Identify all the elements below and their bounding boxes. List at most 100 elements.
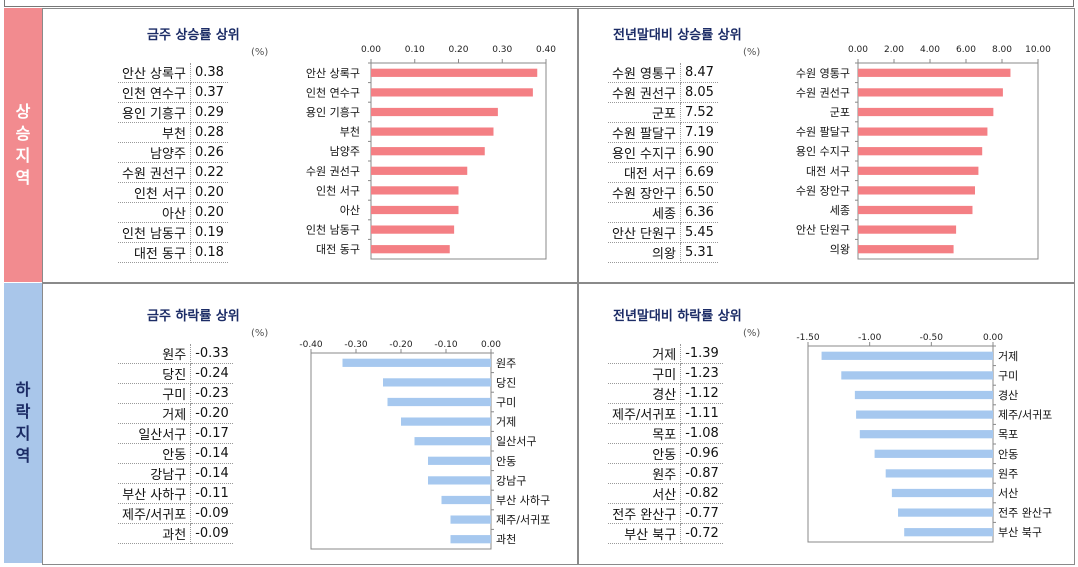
region-value: 6.90 xyxy=(680,142,718,163)
x-tick-label: 8.00 xyxy=(992,45,1012,55)
category-label: 세종 xyxy=(830,204,850,217)
table-row: 전주 완산구 -0.77 xyxy=(608,503,723,524)
table-row: 용인 기흥구 0.29 xyxy=(118,102,228,123)
bar xyxy=(858,147,983,156)
region-value: 0.28 xyxy=(190,122,228,143)
section-char: 역 xyxy=(15,168,31,187)
table-row: 아산 0.20 xyxy=(118,202,228,223)
region-name: 전주 완산구 xyxy=(608,503,682,524)
table-row: 서산 -0.82 xyxy=(608,483,723,504)
region-name: 과천 xyxy=(118,523,192,544)
section-label-rising: 상 승 지 역 xyxy=(4,8,42,282)
table-row: 인천 연수구 0.37 xyxy=(118,82,228,103)
category-label: 안동 xyxy=(496,455,516,468)
bar xyxy=(856,410,993,419)
region-value: -0.09 xyxy=(190,503,233,524)
bar xyxy=(371,186,459,195)
region-name: 대전 서구 xyxy=(608,162,681,183)
region-value: -0.14 xyxy=(190,463,233,484)
region-name: 의왕 xyxy=(608,242,681,263)
x-tick-label: 0.00 xyxy=(848,45,868,55)
table-row: 안동 -0.14 xyxy=(118,443,233,464)
category-label: 거제 xyxy=(496,416,516,429)
category-label: 의왕 xyxy=(830,243,850,256)
bar xyxy=(898,508,993,517)
bar xyxy=(841,371,993,380)
table-row: 부천 0.28 xyxy=(118,122,228,143)
bar xyxy=(383,378,491,387)
x-tick-label: 0.40 xyxy=(536,45,556,55)
region-name: 안산 단원구 xyxy=(608,222,681,243)
bar xyxy=(371,166,468,175)
table-row: 군포 7.52 xyxy=(608,102,718,123)
region-name: 부산 북구 xyxy=(608,523,682,544)
region-value: 0.37 xyxy=(190,82,228,103)
region-name: 대전 동구 xyxy=(118,242,191,263)
bar xyxy=(858,225,957,234)
table-row: 경산 -1.12 xyxy=(608,383,723,404)
unit-label: (%) xyxy=(743,47,761,58)
table-row: 부산 북구 -0.72 xyxy=(608,523,723,544)
table-row: 안동 -0.96 xyxy=(608,443,723,464)
bar xyxy=(858,205,973,215)
region-value: 6.36 xyxy=(680,202,718,223)
category-label: 안산 상록구 xyxy=(306,67,360,80)
x-tick-label: -0.20 xyxy=(389,340,413,350)
bar xyxy=(450,535,491,544)
x-tick-label: 0.00 xyxy=(983,333,1003,343)
bar xyxy=(854,390,993,400)
table-row: 수원 팔달구 7.19 xyxy=(608,122,718,143)
x-tick-label: 10.00 xyxy=(1025,45,1051,55)
bar xyxy=(858,88,1003,97)
table-row: 제주/서귀포 -1.11 xyxy=(608,403,723,424)
bar xyxy=(858,245,954,254)
region-value: -0.82 xyxy=(680,483,723,504)
region-name: 인천 연수구 xyxy=(118,82,191,103)
region-value: -0.14 xyxy=(190,443,233,464)
table-row: 목포 -1.08 xyxy=(608,423,723,444)
category-label: 남양주 xyxy=(330,145,360,158)
region-name: 목포 xyxy=(608,423,682,444)
region-name: 수원 팔달구 xyxy=(608,122,681,143)
category-label: 수원 영통구 xyxy=(796,67,850,80)
region-name: 아산 xyxy=(118,202,191,223)
region-name: 인천 남동구 xyxy=(118,222,191,243)
table-row: 인천 서구 0.20 xyxy=(118,182,228,203)
category-label: 당진 xyxy=(496,376,516,389)
category-label: 부산 북구 xyxy=(998,526,1042,539)
region-name: 원주 xyxy=(118,344,192,364)
bar xyxy=(371,205,459,215)
region-value: 6.50 xyxy=(680,182,718,203)
bar xyxy=(859,430,993,439)
region-name: 세종 xyxy=(608,202,681,223)
bar xyxy=(891,488,993,498)
bar xyxy=(428,476,491,485)
section-char: 지 xyxy=(15,146,31,165)
category-label: 제주/서귀포 xyxy=(496,514,550,527)
bar xyxy=(371,127,494,136)
category-label: 대전 서구 xyxy=(806,165,850,178)
category-label: 수원 권선구 xyxy=(796,86,850,99)
region-value: -1.39 xyxy=(680,344,723,364)
table-row: 제주/서귀포 -0.09 xyxy=(118,503,233,524)
region-name: 용인 기흥구 xyxy=(118,102,191,123)
panel-weekly-rise: 금주 상승률 상위 (%) 안산 상록구 0.38 인천 연수구 0.37 용인 기흥구… xyxy=(42,8,579,284)
category-label: 일산서구 xyxy=(496,434,536,448)
category-label: 안산 단원구 xyxy=(796,224,850,237)
bar xyxy=(858,107,994,117)
category-label: 대전 동구 xyxy=(316,243,360,256)
x-tick-label: 6.00 xyxy=(956,45,976,55)
region-name: 원주 xyxy=(608,463,682,484)
section-char: 지 xyxy=(15,424,31,443)
category-label: 경산 xyxy=(998,389,1018,402)
section-char: 역 xyxy=(15,446,31,465)
table-row: 대전 서구 6.69 xyxy=(608,162,718,183)
x-tick-label: -0.10 xyxy=(434,340,458,350)
region-value: -0.72 xyxy=(680,523,723,544)
region-name: 서산 xyxy=(608,483,682,504)
region-value: 6.69 xyxy=(680,162,718,183)
panel-weekly-fall: 금주 하락률 상위 (%) 원주 -0.33 당진 -0.24 구미 -0.23 거제 -0.… xyxy=(42,282,579,565)
region-value: -1.08 xyxy=(680,423,723,444)
region-name: 안동 xyxy=(608,443,682,464)
